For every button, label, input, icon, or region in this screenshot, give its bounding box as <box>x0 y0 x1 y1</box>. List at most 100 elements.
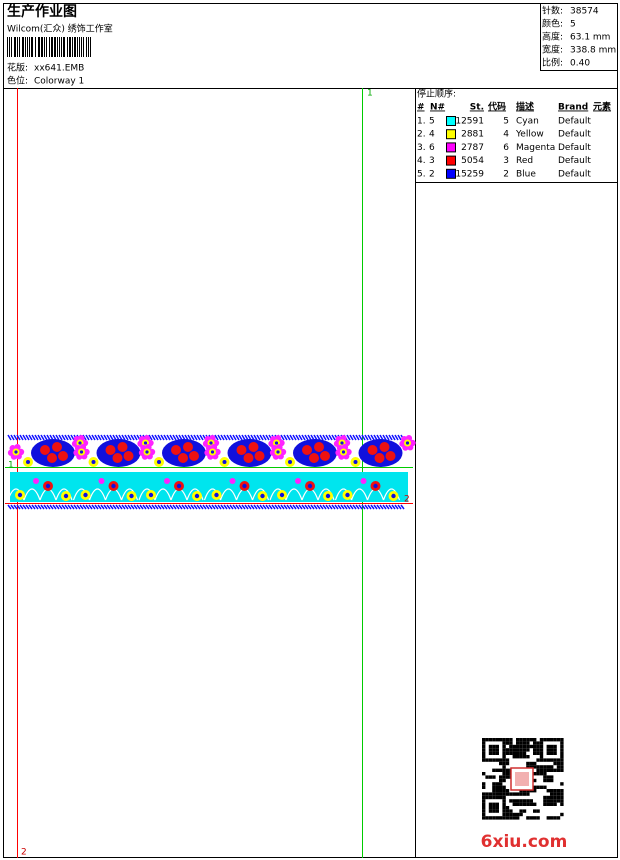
qr-cell <box>519 738 523 742</box>
row-brand: Default <box>558 169 591 179</box>
qr-cell <box>482 816 486 820</box>
qr-cell <box>526 765 530 769</box>
qr-cell <box>526 738 530 742</box>
stitch <box>64 434 69 441</box>
qr-cell <box>499 816 503 820</box>
wave <box>88 488 107 501</box>
stitch <box>127 434 132 441</box>
qr-cell <box>505 816 510 820</box>
color-swatch <box>446 168 456 179</box>
column-header: # <box>417 103 425 113</box>
qr-cell <box>536 744 540 749</box>
stitch <box>58 504 63 510</box>
stitch <box>349 434 354 441</box>
qr-cell <box>492 816 496 820</box>
qr-cell <box>550 765 554 769</box>
column-header: 元素 <box>593 101 611 113</box>
stitch <box>367 504 372 510</box>
qr-cell <box>505 758 510 762</box>
qr-cell <box>543 799 547 803</box>
center <box>340 441 344 445</box>
qr-cell <box>499 768 503 772</box>
qr-cell <box>536 751 540 755</box>
qr-cell <box>546 795 550 800</box>
stitch <box>217 434 222 441</box>
qr-cell <box>509 741 513 745</box>
qr-cell <box>495 792 499 796</box>
petal <box>47 453 57 463</box>
qr-cell <box>522 751 527 755</box>
stitch <box>283 434 288 441</box>
qr-cell <box>505 741 510 745</box>
stitch <box>103 504 108 510</box>
qr-cell <box>499 761 503 766</box>
qr-cell <box>529 744 533 749</box>
qr-cell <box>516 751 520 755</box>
stitch <box>163 434 168 441</box>
stitch <box>316 504 321 510</box>
stitch <box>46 434 51 441</box>
info-label: 比例: <box>542 57 563 69</box>
stitch <box>289 434 294 441</box>
stitch <box>34 434 39 441</box>
qr-cell <box>499 738 503 742</box>
qr-cell <box>482 741 486 745</box>
stitch <box>127 504 132 510</box>
stitch <box>19 434 24 441</box>
stitch <box>292 434 297 441</box>
qr-cell <box>485 738 489 742</box>
qr-cell <box>516 744 520 749</box>
info-value: 0.40 <box>570 59 590 69</box>
stitch <box>202 504 207 510</box>
stitch <box>313 504 318 510</box>
qr-cell <box>560 792 564 796</box>
stitch <box>265 504 270 510</box>
qr-cell <box>502 744 506 749</box>
qr-cell <box>492 795 496 800</box>
center <box>83 492 88 498</box>
qr-cell <box>543 778 547 783</box>
petal <box>379 442 390 452</box>
flower <box>98 478 105 484</box>
qr-code <box>482 738 564 820</box>
row-description: Cyan <box>516 117 539 127</box>
qr-cell <box>543 775 547 779</box>
stitch <box>73 504 78 510</box>
stitch <box>190 504 195 510</box>
qr-cell <box>516 812 520 817</box>
qr-cell <box>539 744 544 749</box>
qr-cell <box>553 799 557 803</box>
stitch <box>100 504 105 510</box>
stitch <box>370 434 375 441</box>
stitch <box>241 504 246 510</box>
qr-cell <box>502 812 506 817</box>
qr-cell <box>533 778 537 783</box>
qr-cell <box>522 792 527 796</box>
stitch <box>142 504 147 510</box>
stitch <box>70 434 75 441</box>
bar <box>63 37 65 57</box>
petal <box>248 442 259 452</box>
stitch <box>385 434 390 441</box>
qr-cell <box>529 738 533 742</box>
stitch <box>274 504 279 510</box>
qr-cell <box>546 768 550 772</box>
stitch <box>220 434 225 441</box>
embroidery-design <box>7 434 416 510</box>
center <box>148 492 154 498</box>
stitch <box>322 504 327 510</box>
stitch <box>295 434 300 441</box>
band <box>10 472 408 502</box>
stitch <box>196 504 201 510</box>
stitch <box>226 434 231 441</box>
qr-cell <box>492 768 496 772</box>
bar <box>14 37 16 57</box>
stitch <box>64 504 69 510</box>
stitch <box>121 504 126 510</box>
info-value: 338.8 mm <box>570 46 616 56</box>
qr-cell <box>519 792 523 796</box>
qr-cell <box>553 768 557 772</box>
qr-cell <box>546 765 550 769</box>
qr-cell <box>553 816 557 820</box>
center <box>345 492 350 498</box>
